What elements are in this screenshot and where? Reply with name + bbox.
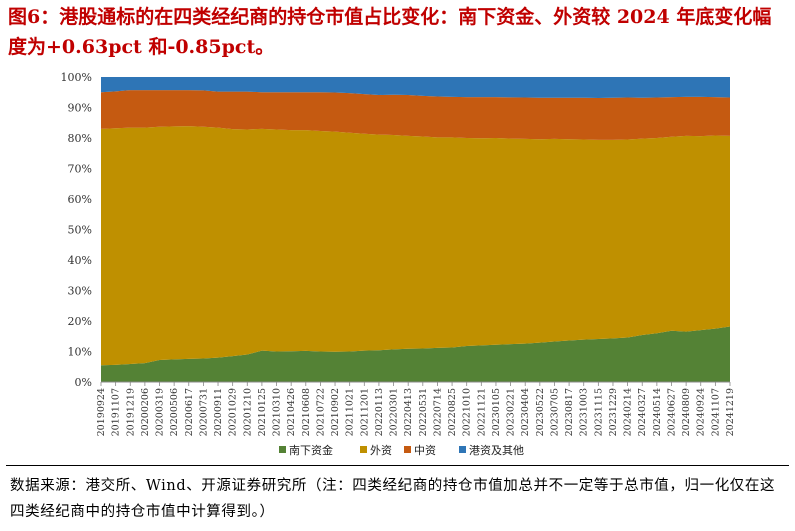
x-tick-label: 20230817 <box>564 388 575 436</box>
legend: 南下资金 外资 中资 港资及其他 <box>279 443 524 457</box>
y-tick-label: 20% <box>68 315 92 328</box>
x-tick-label: 20240214 <box>623 388 634 436</box>
x-tick-label: 20241107 <box>710 388 721 436</box>
x-tick-label: 20231003 <box>579 388 590 436</box>
x-tick-label: 20221121 <box>476 388 487 436</box>
x-tick-label: 20190924 <box>96 388 107 436</box>
x-tick-label: 20200319 <box>155 388 166 436</box>
source-note: 数据来源：港交所、Wind、开源证券研究所（注：四类经纪商的持仓市值加总并不一定… <box>10 478 776 520</box>
y-tick-label: 100% <box>61 71 92 84</box>
y-tick-label: 10% <box>68 346 92 359</box>
x-tick-label: 20191107 <box>111 388 122 436</box>
x-tick-label: 20220714 <box>432 388 443 436</box>
x-tick-label: 20210902 <box>330 388 341 436</box>
legend-swatch <box>360 446 367 453</box>
plot-areas <box>101 77 730 382</box>
x-tick-label: 20200506 <box>169 388 180 436</box>
y-tick-label: 60% <box>68 193 92 206</box>
x-tick-label: 20230404 <box>520 388 531 436</box>
x-tick-label: 20220413 <box>403 388 414 436</box>
x-tick-label: 20230705 <box>549 388 560 436</box>
axes: 0% 10% 20% 30% 40% 50% 60% 70% 80% 90% 100% 2019092… <box>61 71 736 436</box>
legend-label: 中资 <box>414 444 436 457</box>
series-area-4 <box>101 77 730 99</box>
x-tick-label: 20220113 <box>374 388 385 436</box>
y-tick-label: 70% <box>68 163 92 176</box>
x-tick-label: 20210310 <box>272 388 283 436</box>
y-tick-label: 50% <box>68 224 92 237</box>
x-tick-label: 20240627 <box>666 388 677 436</box>
x-tick-label: 20220301 <box>389 388 400 436</box>
x-tick-label: 20200617 <box>184 388 195 436</box>
x-tick-label: 20230522 <box>535 388 546 436</box>
x-tick-label: 20241219 <box>725 388 736 436</box>
x-tick-label: 20240924 <box>696 388 707 436</box>
legend-label: 外资 <box>370 444 392 457</box>
legend-label: 南下资金 <box>289 443 333 457</box>
figure-title: 图6：港股通标的在四类经纪商的持仓市值占比变化：南下资金、外资较 2024 年底… <box>8 6 772 58</box>
x-tick-label: 20240514 <box>652 388 663 436</box>
x-tick-label: 20211201 <box>359 388 370 436</box>
x-tick-label: 20231229 <box>608 388 619 436</box>
x-tick-label: 20240327 <box>637 388 648 436</box>
x-tick-label: 20200911 <box>213 388 224 436</box>
x-tick-label: 20240809 <box>681 388 692 436</box>
y-tick-label: 80% <box>68 132 92 145</box>
y-tick-label: 90% <box>68 102 92 115</box>
y-tick-label: 0% <box>75 376 92 389</box>
x-tick-label: 20230105 <box>491 388 502 436</box>
x-tick-label: 20210722 <box>315 388 326 436</box>
y-tick-label: 30% <box>68 285 92 298</box>
x-tick-label: 20210608 <box>301 388 312 436</box>
series-area-1 <box>101 326 730 382</box>
legend-swatch <box>459 446 466 453</box>
series-area-3 <box>101 90 730 140</box>
x-tick-label: 20201210 <box>242 388 253 436</box>
x-tick-label: 20221010 <box>462 388 473 436</box>
legend-swatch <box>404 446 411 453</box>
x-tick-label: 20200731 <box>198 388 209 436</box>
x-tick-label: 20200206 <box>140 388 151 436</box>
x-tick-label: 20210125 <box>257 388 268 436</box>
x-tick-label: 20210426 <box>286 388 297 436</box>
x-tick-label: 20191219 <box>125 388 136 436</box>
x-tick-label: 20231115 <box>593 388 604 436</box>
x-tick-label: 20230221 <box>506 388 517 436</box>
legend-swatch <box>279 446 286 453</box>
legend-label: 港资及其他 <box>469 444 524 457</box>
x-tick-label: 20201029 <box>228 388 239 436</box>
divider-line <box>6 465 789 466</box>
x-tick-label: 20220825 <box>447 388 458 436</box>
x-tick-label: 20220531 <box>418 388 429 436</box>
series-area-2 <box>101 126 730 366</box>
y-tick-label: 40% <box>68 254 92 267</box>
x-tick-label: 20211021 <box>345 388 356 436</box>
